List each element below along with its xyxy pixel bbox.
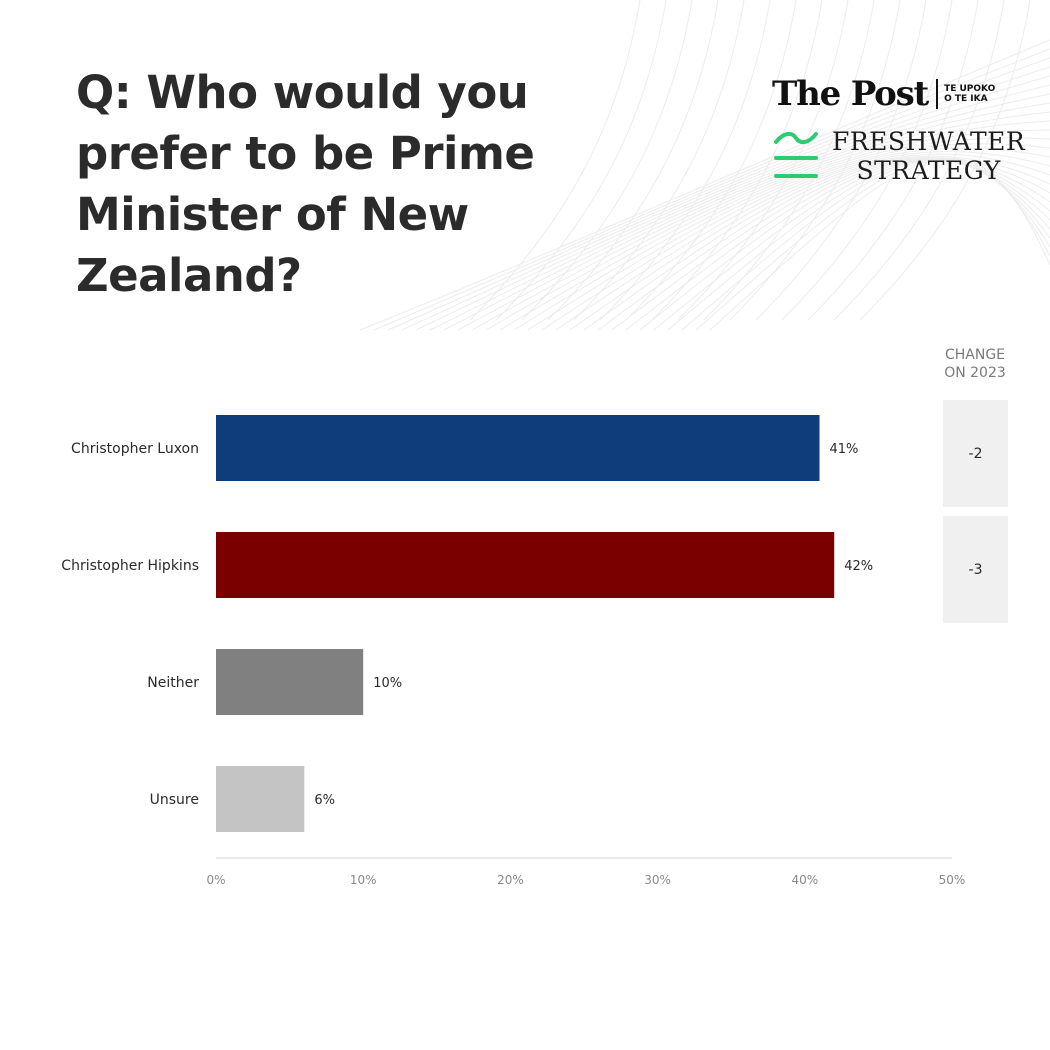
change-header-line-1: CHANGE	[944, 347, 1006, 363]
bar-unsure	[216, 766, 305, 832]
change-box-hipkins: -3	[943, 516, 1008, 623]
bar-hipkins	[216, 532, 835, 598]
the-post-logo: The Post TE UPOKO O TE IKA	[772, 72, 1004, 116]
bar-neither	[216, 649, 364, 715]
question-line-1: Q: Who would you	[76, 66, 529, 119]
x-tick-label-10: 10%	[350, 873, 377, 887]
the-post-logo-divider	[936, 79, 939, 109]
question-line-2: prefer to be Prime	[76, 127, 535, 180]
the-post-logo-subtitle: TE UPOKO O TE IKA	[944, 84, 1004, 104]
freshwater-logo-line-1: FRESHWATER	[832, 127, 1026, 156]
the-post-logo-sub-line-2: O TE IKA	[944, 94, 988, 104]
freshwater-logo-line-2: STRATEGY	[856, 156, 1001, 185]
question-line-4: Zealand?	[76, 249, 302, 302]
x-tick-label-20: 20%	[497, 873, 524, 887]
value-label-luxon: 41%	[830, 442, 859, 457]
value-label-neither: 10%	[373, 676, 402, 691]
x-tick-label-40: 40%	[791, 873, 818, 887]
the-post-logo-name: The Post	[772, 74, 929, 114]
question-title: Q: Who would you prefer to be Prime Mini…	[76, 62, 636, 306]
change-header-line-2: ON 2023	[944, 365, 1006, 381]
value-label-unsure: 6%	[314, 793, 335, 808]
the-post-logo-sub-line-1: TE UPOKO	[944, 84, 996, 94]
category-label-hipkins: Christopher Hipkins	[61, 558, 199, 574]
change-column-header: CHANGE ON 2023	[930, 346, 1020, 382]
change-box-luxon: -2	[943, 400, 1008, 507]
freshwater-strategy-logo: FRESHWATER STRATEGY	[774, 126, 1025, 186]
change-value-luxon: -2	[968, 445, 983, 462]
x-tick-label-50: 50%	[939, 873, 966, 887]
category-label-unsure: Unsure	[150, 792, 199, 808]
bar-luxon	[216, 415, 820, 481]
value-label-hipkins: 42%	[844, 559, 873, 574]
x-tick-label-30: 30%	[644, 873, 671, 887]
change-value-hipkins: -3	[968, 561, 983, 578]
category-label-neither: Neither	[147, 675, 199, 691]
freshwater-logo-text: FRESHWATER STRATEGY	[832, 127, 1025, 185]
x-tick-label-0: 0%	[206, 873, 225, 887]
category-label-luxon: Christopher Luxon	[71, 441, 199, 457]
question-line-3: Minister of New	[76, 188, 469, 241]
freshwater-wave-icon	[774, 131, 818, 178]
